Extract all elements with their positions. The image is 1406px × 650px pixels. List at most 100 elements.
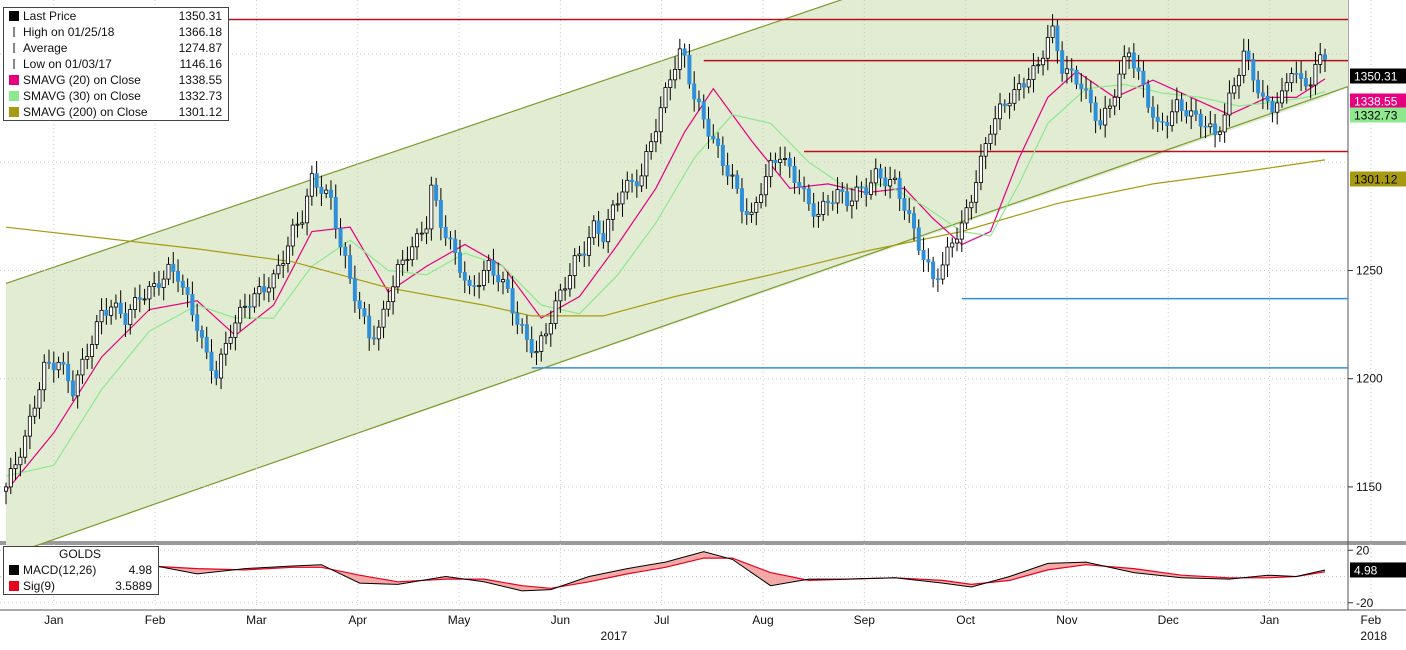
candle-body [558, 289, 563, 302]
candle-body [601, 233, 606, 243]
candle-body [109, 306, 114, 316]
candle-body [1189, 110, 1194, 117]
candle-body [99, 309, 104, 323]
candle-body [625, 179, 630, 193]
year-label: 2018 [1360, 629, 1387, 643]
main-legend-label: Average [23, 41, 68, 55]
candle-body [921, 249, 926, 260]
candle-body [1064, 68, 1069, 74]
black-square-icon [9, 11, 19, 21]
main-legend-row: Low on 01/03/17 1146.16 [4, 56, 228, 72]
price-tag-label: 1301.12 [1354, 173, 1398, 187]
candle-body [80, 358, 85, 376]
red-square-icon [9, 581, 19, 591]
trend-channel-fill [6, 0, 1348, 557]
candle-body [458, 252, 463, 273]
candle-body [935, 278, 940, 281]
month-tick-label: Jul [654, 613, 669, 627]
candle-body [118, 302, 123, 314]
month-tick-label: Mar [246, 613, 267, 627]
candle-body [23, 435, 28, 458]
candle-body [161, 278, 166, 288]
candle-body [835, 189, 840, 204]
candle-body [1122, 56, 1127, 75]
candle-body [333, 196, 338, 229]
main-legend-label: SMAVG (20) on Close [23, 73, 141, 87]
candle-body [1055, 25, 1060, 52]
candle-body [219, 353, 224, 379]
price-tag [1350, 68, 1406, 84]
candle-body [1041, 57, 1046, 66]
macd-tag [1350, 562, 1406, 578]
candle-body [825, 200, 830, 204]
candle-body [176, 271, 181, 282]
candle-body [1284, 82, 1289, 92]
candle-body [319, 186, 324, 194]
candle-body [1222, 114, 1227, 133]
candle-body [47, 361, 52, 364]
price-tag-label: 1332.73 [1354, 109, 1398, 123]
candle-body [926, 259, 931, 263]
candle-body [1184, 110, 1189, 117]
candle-body [300, 222, 305, 225]
candle-body [1036, 64, 1041, 67]
security-label: GOLDS [59, 547, 102, 561]
candle-body [419, 232, 424, 235]
y-tick-label: 1250 [1356, 264, 1383, 278]
candle-body [998, 103, 1003, 120]
candle-body [1155, 116, 1160, 122]
candle-body [1026, 79, 1031, 88]
candle-body [577, 253, 582, 257]
candle-body [137, 297, 142, 300]
price-tag-label: 1350.31 [1354, 70, 1398, 84]
candle-body [85, 356, 90, 360]
high-marker-icon [13, 27, 15, 37]
candle-body [1203, 125, 1208, 128]
candle-body [290, 224, 295, 247]
month-tick-label: Feb [145, 613, 166, 627]
channel-upper-line [5, 0, 843, 285]
macd-legend-value: 4.98 [128, 563, 152, 577]
main-legend-value: 1350.31 [178, 9, 222, 23]
candle-body [352, 277, 357, 302]
macd-y-tick-label: -20 [1356, 596, 1374, 610]
main-legend-label: SMAVG (30) on Close [23, 89, 141, 103]
candle-body [348, 255, 353, 279]
candle-body [453, 238, 458, 254]
candle-body [615, 203, 620, 206]
main-legend-value: 1338.55 [178, 73, 222, 87]
candle-body [362, 308, 367, 317]
candle-body [1050, 25, 1055, 38]
candle-body [367, 315, 372, 339]
candle-body [792, 165, 797, 183]
candle-body [1131, 52, 1136, 69]
lightgreen-square-icon [9, 91, 19, 101]
main-legend-label: SMAVG (200) on Close [23, 105, 148, 119]
candle-body [142, 298, 147, 301]
candle-body [233, 322, 238, 338]
candle-body [185, 286, 190, 295]
average-marker-icon [13, 43, 15, 53]
candle-body [916, 227, 921, 251]
candle-body [448, 237, 453, 240]
candle-body [123, 313, 128, 325]
month-tick-label: Feb [1361, 613, 1382, 627]
candle-body [1246, 50, 1251, 60]
candle-body [964, 207, 969, 224]
main-legend-row: Average 1274.87 [4, 40, 228, 56]
candle-body [859, 186, 864, 189]
candle-body [1174, 99, 1179, 113]
candle-body [883, 177, 888, 187]
candle-body [620, 191, 625, 205]
candle-body [343, 246, 348, 256]
candle-body [199, 330, 204, 338]
candle-body [854, 186, 859, 202]
year-label: 2017 [601, 629, 628, 643]
month-tick-label: Oct [956, 613, 975, 627]
candle-body [204, 336, 209, 353]
candle-body [271, 273, 276, 289]
macd-legend-label: MACD(12,26) [23, 563, 97, 577]
candle-body [845, 191, 850, 207]
candle-body [768, 159, 773, 178]
